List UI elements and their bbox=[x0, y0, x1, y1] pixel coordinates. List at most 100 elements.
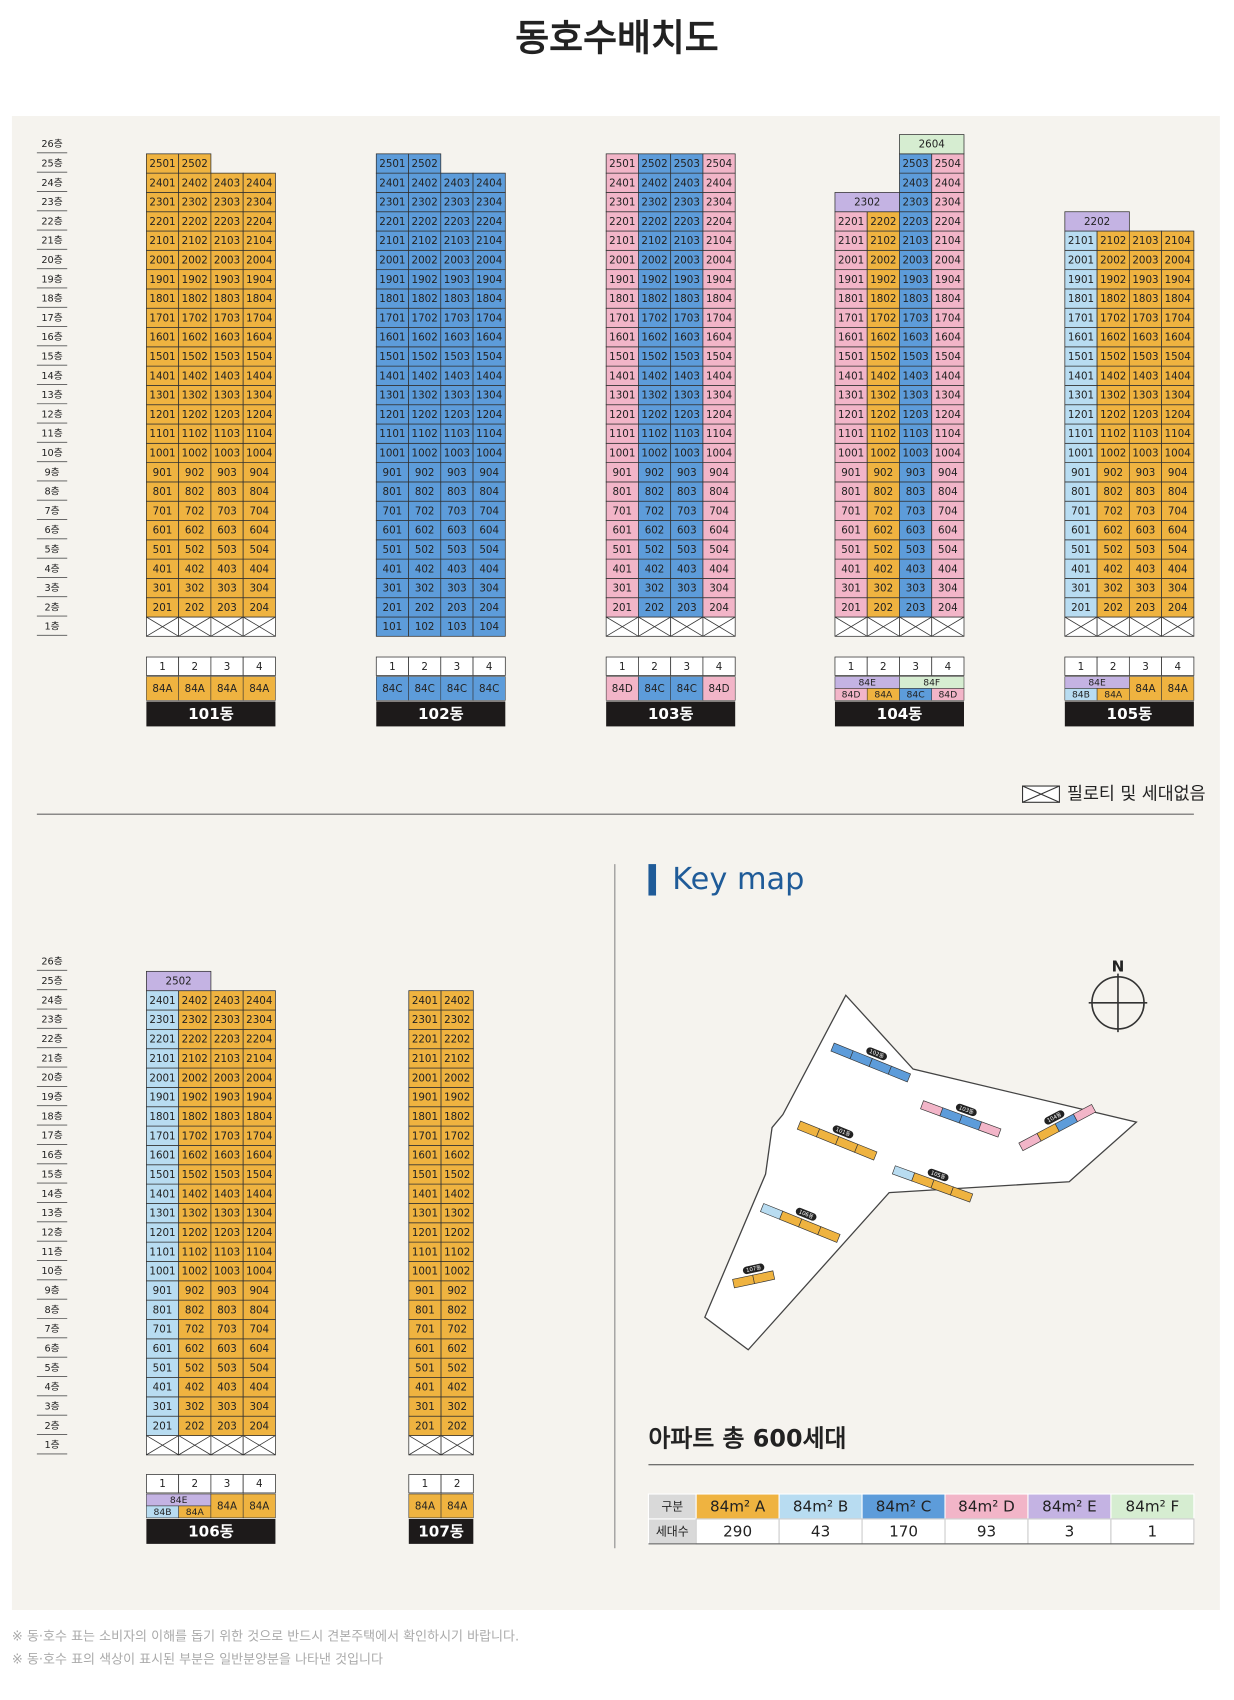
unit-number: 1903 bbox=[214, 274, 240, 286]
unit-number: 2102 bbox=[641, 235, 667, 247]
unit-number: 1304 bbox=[706, 390, 732, 402]
building-name: 103동 bbox=[648, 705, 694, 723]
unit-number: 602 bbox=[1103, 525, 1123, 537]
unit-number: 301 bbox=[612, 583, 632, 595]
unit-number: 704 bbox=[249, 505, 269, 517]
unit-number: 1401 bbox=[412, 1188, 438, 1200]
unit-number: 1402 bbox=[182, 370, 208, 382]
unit-number: 501 bbox=[415, 1362, 435, 1374]
unit-number: 1702 bbox=[870, 312, 896, 324]
unit-number: 2104 bbox=[246, 1053, 272, 1065]
unit-number: 2202 bbox=[1084, 216, 1110, 228]
type-label: 84A bbox=[1104, 689, 1123, 700]
keymap-unit bbox=[950, 1186, 974, 1203]
type-label: 84C bbox=[382, 683, 402, 695]
unit-number: 1303 bbox=[674, 390, 700, 402]
unit-number: 1301 bbox=[149, 1208, 175, 1220]
floor-label: 3층 bbox=[44, 582, 59, 594]
unit-number: 903 bbox=[217, 467, 237, 479]
unit-number: 1602 bbox=[444, 1150, 470, 1162]
unit-number: 2201 bbox=[838, 216, 864, 228]
unit-number: 902 bbox=[645, 467, 665, 479]
unit-number: 1203 bbox=[214, 409, 240, 421]
unit-number: 903 bbox=[906, 467, 926, 479]
unit-number: 1301 bbox=[379, 390, 405, 402]
unit-number: 2404 bbox=[476, 177, 502, 189]
unit-number: 601 bbox=[415, 1343, 435, 1355]
floor-label: 24층 bbox=[41, 994, 62, 1006]
unit-number: 1001 bbox=[838, 448, 864, 460]
piloti-cross bbox=[834, 616, 868, 637]
unit-number: 1602 bbox=[870, 332, 896, 344]
unit-number: 1104 bbox=[935, 428, 961, 440]
floor-label: 20층 bbox=[41, 254, 62, 266]
unit-number: 503 bbox=[447, 544, 467, 556]
unit-number: 2102 bbox=[1100, 235, 1126, 247]
keymap-tag bbox=[955, 1103, 977, 1117]
table-count: 290 bbox=[723, 1522, 752, 1540]
unit-number: 2402 bbox=[444, 995, 470, 1007]
unit-number: 2002 bbox=[412, 255, 438, 267]
unit-number: 1204 bbox=[476, 409, 502, 421]
unit-number: 701 bbox=[153, 505, 173, 517]
unit-number: 303 bbox=[217, 1401, 237, 1413]
floor-label: 4층 bbox=[44, 1381, 59, 1393]
unit-number: 1403 bbox=[674, 370, 700, 382]
unit-number: 2002 bbox=[870, 255, 896, 267]
unit-number: 1602 bbox=[412, 332, 438, 344]
unit-number: 1304 bbox=[935, 390, 961, 402]
unit-number: 1504 bbox=[935, 351, 961, 363]
floor-label: 15층 bbox=[41, 1168, 62, 1180]
unit-number: 2001 bbox=[1068, 255, 1094, 267]
line-number: 1 bbox=[848, 661, 855, 673]
unit-number: 401 bbox=[612, 563, 632, 575]
unit-number: 704 bbox=[1168, 505, 1188, 517]
unit-number: 1501 bbox=[1068, 351, 1094, 363]
unit-number: 504 bbox=[938, 544, 958, 556]
unit-number: 304 bbox=[709, 583, 729, 595]
type-label: 84D bbox=[842, 689, 861, 700]
unit-number: 1604 bbox=[1165, 332, 1191, 344]
unit-number: 504 bbox=[709, 544, 729, 556]
unit-number: 702 bbox=[645, 505, 665, 517]
unit-number: 201 bbox=[612, 602, 632, 614]
unit-number: 801 bbox=[153, 486, 173, 498]
unit-number: 1904 bbox=[706, 274, 732, 286]
unit-number: 2302 bbox=[641, 197, 667, 209]
unit-number: 703 bbox=[906, 505, 926, 517]
unit-number: 1704 bbox=[246, 1130, 272, 1142]
piloti-cross bbox=[146, 616, 179, 637]
unit-number: 204 bbox=[709, 602, 729, 614]
unit-number: 704 bbox=[249, 1324, 269, 1336]
floor-label: 24층 bbox=[41, 177, 62, 189]
unit-number: 1803 bbox=[214, 1111, 240, 1123]
unit-number: 1903 bbox=[674, 274, 700, 286]
unit-number: 603 bbox=[677, 525, 697, 537]
unit-number: 2001 bbox=[609, 255, 635, 267]
unit-number: 2004 bbox=[246, 255, 272, 267]
type-label: 84A bbox=[874, 689, 893, 700]
unit-number: 1502 bbox=[1100, 351, 1126, 363]
unit-number: 2304 bbox=[476, 197, 502, 209]
unit-number: 1702 bbox=[641, 312, 667, 324]
unit-number: 302 bbox=[447, 1401, 467, 1413]
type-label: 84C bbox=[415, 683, 435, 695]
floor-label: 9층 bbox=[44, 466, 59, 478]
type-label: 84A bbox=[447, 1500, 467, 1512]
unit-number: 403 bbox=[447, 563, 467, 575]
unit-number: 1902 bbox=[1100, 274, 1126, 286]
unit-number: 803 bbox=[447, 486, 467, 498]
unit-number: 1901 bbox=[149, 1092, 175, 1104]
unit-number: 1901 bbox=[1068, 274, 1094, 286]
unit-number: 1502 bbox=[870, 351, 896, 363]
line-number: 1 bbox=[159, 661, 166, 673]
unit-number: 1904 bbox=[246, 274, 272, 286]
unit-number: 2004 bbox=[1165, 255, 1191, 267]
unit-number: 1703 bbox=[214, 1130, 240, 1142]
unit-number: 1203 bbox=[444, 409, 470, 421]
legend-icon bbox=[1022, 785, 1060, 803]
line-number: 1 bbox=[422, 1478, 429, 1490]
unit-number: 1203 bbox=[214, 1227, 240, 1239]
unit-number: 1501 bbox=[379, 351, 405, 363]
unit-number: 1203 bbox=[674, 409, 700, 421]
